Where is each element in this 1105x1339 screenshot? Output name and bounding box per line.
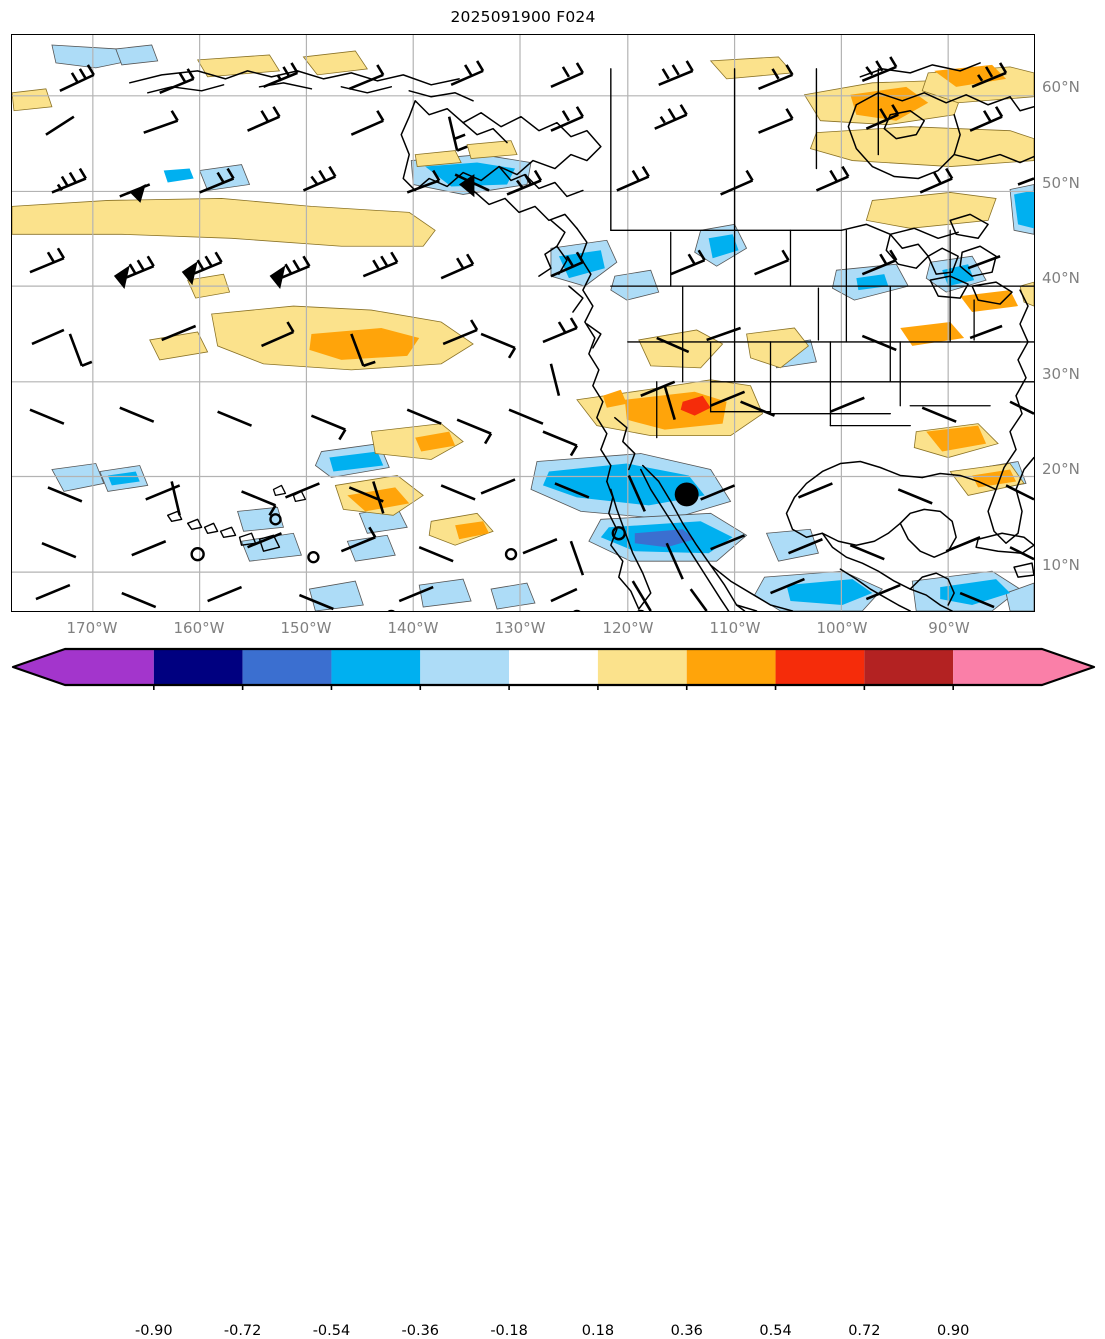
storm-marker-icon [674,482,699,507]
xtick-label-130w: 130°W [494,619,546,637]
colorbar-swatches [13,649,1094,685]
xtick-label-90w: 90°W [928,619,970,637]
map-plot-area[interactable] [11,34,1035,612]
colorbar-segment [864,649,954,685]
colorbar-segment [331,649,421,685]
colorbar-segment [242,649,332,685]
xtick-label-100w: 100°W [816,619,868,637]
ytick-label-20n: 20°N [1042,460,1080,478]
ytick-label-30n: 30°N [1042,365,1080,383]
xtick-label-110w: 110°W [709,619,761,637]
colorbar-segment [597,649,687,685]
figure-root: 2025091900 F024 [0,8,1105,1339]
colorbar-canvas [11,647,1096,690]
colorbar-segment [420,649,510,685]
colorbar-tick-label: 0.90 [937,1323,970,1339]
xtick-label-120w: 120°W [602,619,654,637]
colorbar-outline [11,647,1096,687]
ytick-label-40n: 40°N [1042,269,1080,287]
wind-barbs-layer [29,56,1034,611]
colorbar-tick-label: -0.72 [223,1323,262,1339]
colorbar-tick-label: -0.18 [490,1323,528,1339]
xtick-label-140w: 140°W [387,619,439,637]
colorbar-segment [686,649,776,685]
colorbar-tick-label: -0.90 [135,1323,173,1339]
colorbar-tick-label: 0.72 [848,1323,881,1339]
colorbar-tick-label: 0.18 [581,1323,615,1339]
xtick-label-170w: 170°W [66,619,118,637]
figure-title: 2025091900 F024 [450,8,596,26]
colorbar-segment [153,649,243,685]
colorbar-tick-label: 0.54 [759,1323,792,1339]
colorbar-segment [775,649,865,685]
colorbar-tick-label: -0.36 [401,1323,440,1339]
shading-layer [12,44,1034,611]
colorbar-segment [953,649,1094,685]
colorbar-tick-label: 0.36 [670,1323,703,1339]
ytick-label-60n: 60°N [1042,78,1080,96]
colorbar-segment [509,649,598,685]
ytick-label-50n: 50°N [1042,174,1080,192]
xtick-label-160w: 160°W [173,619,225,637]
xtick-label-150w: 150°W [280,619,332,637]
colorbar-tick-label: -0.54 [312,1323,351,1339]
ytick-label-10n: 10°N [1042,556,1080,574]
coastlines-layer [129,62,1034,611]
colorbar-segment [13,649,154,685]
colorbar[interactable]: -0.90 -0.72 -0.54 -0.36 -0.18 0.18 0.36 0.54 0.7… [0,645,1105,1339]
map-canvas [12,35,1034,611]
